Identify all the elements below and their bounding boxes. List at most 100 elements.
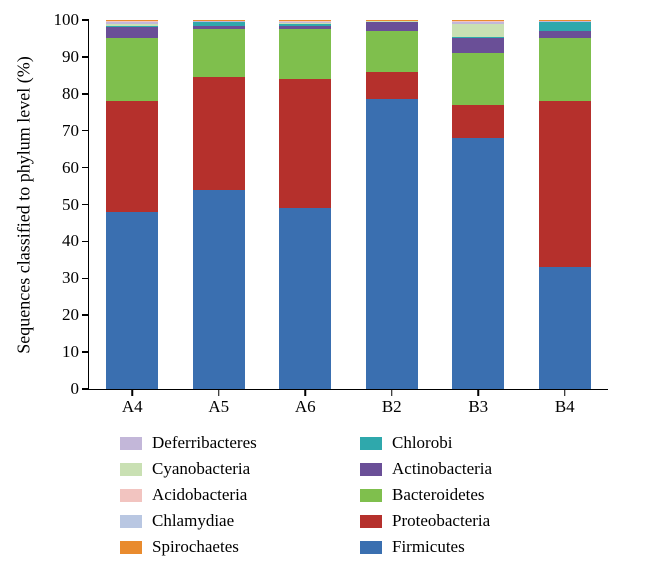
bar-segment-chlorobi bbox=[366, 21, 418, 22]
legend-item: Cyanobacteria bbox=[120, 456, 360, 482]
stacked-bar-chart: Sequences classified to phylum level (%)… bbox=[0, 0, 654, 565]
bar-segment-bacteroidetes bbox=[279, 29, 331, 79]
bar-segment-proteobacteria bbox=[366, 72, 418, 100]
legend-item: Firmicutes bbox=[360, 534, 600, 560]
bar-segment-chlorobi bbox=[539, 22, 591, 31]
bar-segment-cyanobacteria bbox=[193, 21, 245, 22]
legend: Deferribacteres Chlorobi Cyanobacteria Acti… bbox=[120, 430, 600, 560]
x-tick-label: A4 bbox=[122, 389, 143, 417]
bar-segment-firmicutes bbox=[279, 208, 331, 389]
legend-swatch-icon bbox=[360, 489, 382, 502]
y-tick-label: 0 bbox=[71, 379, 90, 399]
bar-column bbox=[452, 20, 504, 389]
bar-segment-bacteroidetes bbox=[366, 31, 418, 72]
bar-column bbox=[193, 20, 245, 389]
bar-segment-chlorobi bbox=[106, 26, 158, 28]
bar-segment-deferribacteres bbox=[279, 22, 331, 23]
legend-item: Spirochaetes bbox=[120, 534, 360, 560]
legend-item: Bacteroidetes bbox=[360, 482, 600, 508]
x-tick-label: B3 bbox=[468, 389, 488, 417]
legend-item: Actinobacteria bbox=[360, 456, 600, 482]
legend-swatch-icon bbox=[360, 437, 382, 450]
legend-row: Deferribacteres Chlorobi bbox=[120, 430, 600, 456]
bar-segment-chlamydiae bbox=[452, 20, 504, 21]
bar-column bbox=[279, 20, 331, 389]
bar-segment-actinobacteria bbox=[279, 26, 331, 29]
bar-segment-chlorobi bbox=[193, 22, 245, 26]
legend-label: Acidobacteria bbox=[152, 485, 247, 505]
legend-swatch-icon bbox=[360, 463, 382, 476]
legend-swatch-icon bbox=[120, 541, 142, 554]
bar-segment-firmicutes bbox=[539, 267, 591, 389]
legend-label: Deferribacteres bbox=[152, 433, 257, 453]
legend-swatch-icon bbox=[360, 541, 382, 554]
bar-segment-proteobacteria bbox=[193, 77, 245, 190]
bar-column bbox=[366, 20, 418, 389]
legend-item: Acidobacteria bbox=[120, 482, 360, 508]
bar-segment-chlamydiae bbox=[106, 20, 158, 21]
y-tick-label: 80 bbox=[62, 84, 89, 104]
bar-segment-cyanobacteria bbox=[106, 24, 158, 26]
bar-segment-actinobacteria bbox=[106, 27, 158, 38]
y-axis-title: Sequences classified to phylum level (%) bbox=[14, 56, 35, 353]
bar-segment-firmicutes bbox=[193, 190, 245, 389]
y-tick-label: 50 bbox=[62, 195, 89, 215]
legend-swatch-icon bbox=[360, 515, 382, 528]
legend-label: Chlorobi bbox=[392, 433, 452, 453]
y-tick-label: 60 bbox=[62, 158, 89, 178]
legend-label: Firmicutes bbox=[392, 537, 465, 557]
legend-swatch-icon bbox=[120, 489, 142, 502]
bar-segment-acidobacteria bbox=[106, 21, 158, 22]
bar-segment-actinobacteria bbox=[193, 26, 245, 30]
bar-segment-chlorobi bbox=[452, 37, 504, 39]
bar-segment-actinobacteria bbox=[366, 22, 418, 31]
bar-segment-spirochaetes bbox=[106, 20, 158, 21]
y-tick-label: 90 bbox=[62, 47, 89, 67]
bar-segment-deferribacteres bbox=[106, 22, 158, 24]
bar-segment-bacteroidetes bbox=[452, 53, 504, 105]
bar-segment-acidobacteria bbox=[452, 21, 504, 22]
legend-label: Spirochaetes bbox=[152, 537, 239, 557]
y-tick-label: 20 bbox=[62, 305, 89, 325]
bar-segment-firmicutes bbox=[366, 99, 418, 389]
bar-segment-bacteroidetes bbox=[193, 29, 245, 77]
plot-area: 0102030405060708090100A4A5A6B2B3B4 bbox=[88, 20, 608, 390]
legend-label: Cyanobacteria bbox=[152, 459, 250, 479]
x-tick-label: B2 bbox=[382, 389, 402, 417]
bar-segment-spirochaetes bbox=[452, 20, 504, 21]
bar-segment-cyanobacteria bbox=[539, 21, 591, 22]
legend-row: Acidobacteria Bacteroidetes bbox=[120, 482, 600, 508]
bar-segment-cyanobacteria bbox=[452, 24, 504, 37]
y-tick-label: 40 bbox=[62, 231, 89, 251]
bar-segment-spirochaetes bbox=[539, 20, 591, 21]
legend-row: Spirochaetes Firmicutes bbox=[120, 534, 600, 560]
bar-segment-firmicutes bbox=[106, 212, 158, 389]
bar-segment-proteobacteria bbox=[452, 105, 504, 138]
legend-item: Chlamydiae bbox=[120, 508, 360, 534]
bar-segment-proteobacteria bbox=[279, 79, 331, 208]
bar-segment-actinobacteria bbox=[452, 38, 504, 53]
legend-row: Cyanobacteria Actinobacteria bbox=[120, 456, 600, 482]
bar-segment-spirochaetes bbox=[193, 20, 245, 21]
legend-swatch-icon bbox=[120, 515, 142, 528]
legend-label: Chlamydiae bbox=[152, 511, 234, 531]
legend-swatch-icon bbox=[120, 463, 142, 476]
bar-segment-spirochaetes bbox=[366, 20, 418, 21]
legend-item: Proteobacteria bbox=[360, 508, 600, 534]
y-tick-label: 10 bbox=[62, 342, 89, 362]
y-tick-label: 70 bbox=[62, 121, 89, 141]
y-tick-label: 30 bbox=[62, 268, 89, 288]
legend-item: Deferribacteres bbox=[120, 430, 360, 456]
bar-segment-actinobacteria bbox=[539, 31, 591, 38]
bar-segment-deferribacteres bbox=[452, 22, 504, 24]
bar-segment-acidobacteria bbox=[279, 21, 331, 22]
y-tick-label: 100 bbox=[54, 10, 90, 30]
legend-label: Actinobacteria bbox=[392, 459, 492, 479]
legend-item: Chlorobi bbox=[360, 430, 600, 456]
legend-swatch-icon bbox=[120, 437, 142, 450]
x-tick-label: A6 bbox=[295, 389, 316, 417]
bar-segment-firmicutes bbox=[452, 138, 504, 389]
bar-segment-spirochaetes bbox=[279, 20, 331, 21]
x-tick-label: B4 bbox=[555, 389, 575, 417]
bar-segment-chlorobi bbox=[279, 24, 331, 26]
